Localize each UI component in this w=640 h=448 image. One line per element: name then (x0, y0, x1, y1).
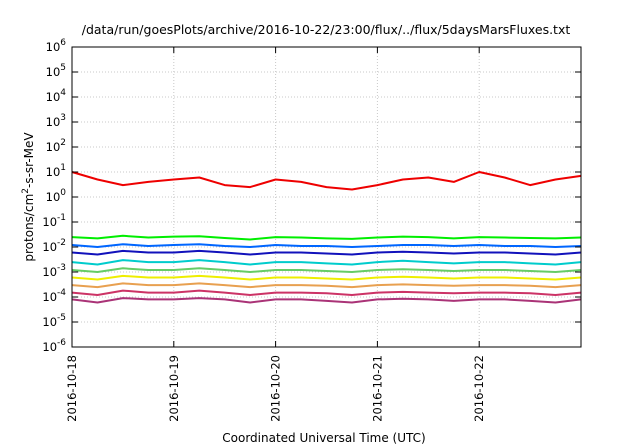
y-tick-label: 105 (46, 63, 66, 79)
x-tick-label: 2016-10-18 (65, 355, 79, 422)
series-line-7 (71, 274, 582, 281)
y-axis-label-group: protons/cm2-s-sr-MeV (21, 132, 36, 262)
y-tick-label: 10-3 (42, 263, 66, 279)
y-tick-label: 101 (46, 163, 66, 179)
x-tick-label: 2016-10-22 (472, 355, 486, 422)
series-line-2 (71, 234, 582, 241)
y-tick-label: 10-2 (42, 238, 66, 254)
series-line-3 (71, 243, 582, 248)
grid (71, 46, 581, 348)
x-tick-label: 2016-10-19 (167, 355, 181, 422)
series-line-8 (71, 282, 582, 289)
series-line-6 (71, 267, 582, 273)
y-tick-label: 10-6 (42, 338, 66, 354)
series-line-4 (71, 249, 582, 256)
y-tick-label: 100 (46, 188, 67, 204)
y-tick-label: 102 (46, 138, 66, 154)
series-line-9 (71, 289, 582, 296)
series-line-10 (71, 297, 582, 304)
series-line-5 (71, 259, 582, 266)
x-axis-label: Coordinated Universal Time (UTC) (222, 431, 425, 445)
x-tick-label: 2016-10-21 (370, 355, 384, 422)
series-lines (71, 171, 582, 304)
chart-title: /data/run/goesPlots/archive/2016-10-22/2… (82, 22, 571, 37)
axis-ticks: 106 105 104 103 102 101 100 10-1 10-2 10-3 10-4 10-… (42, 38, 581, 422)
y-tick-label: 10-5 (42, 313, 66, 329)
y-axis-label: protons/cm2-s-sr-MeV (21, 132, 36, 262)
y-tick-label: 104 (46, 88, 67, 104)
x-tick-label: 2016-10-20 (269, 355, 283, 422)
y-tick-label: 10-1 (42, 213, 66, 229)
y-tick-label: 10-4 (42, 288, 66, 304)
y-tick-label: 106 (46, 38, 67, 54)
series-line-1 (71, 171, 582, 191)
y-tick-label: 103 (46, 113, 66, 129)
